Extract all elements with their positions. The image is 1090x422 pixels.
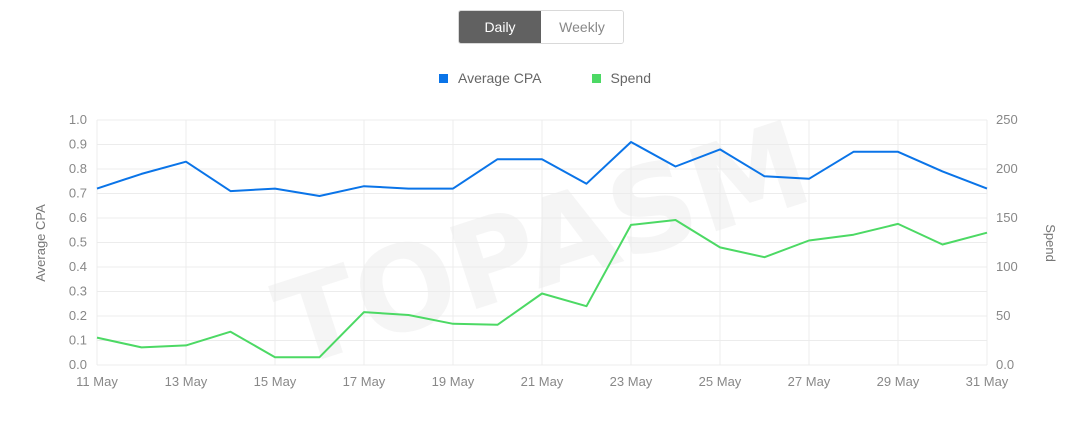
x-tick-label: 31 May	[966, 374, 1009, 389]
x-tick-label: 25 May	[699, 374, 742, 389]
x-tick-label: 23 May	[610, 374, 653, 389]
series-lines	[96, 141, 988, 359]
y-left-tick-label: 0.2	[69, 308, 87, 323]
y-left-tick-label: 0.9	[69, 137, 87, 152]
watermark-text: TOPASM	[260, 94, 826, 395]
y-right-tick-label: 250	[996, 112, 1018, 127]
period-toggle: Daily Weekly	[458, 10, 624, 44]
y-right-tick-label: 50	[996, 308, 1010, 323]
y-right-tick-label: 0.0	[996, 357, 1014, 372]
y-right-tick-label: 200	[996, 161, 1018, 176]
x-tick-label: 29 May	[877, 374, 920, 389]
legend-item-average-cpa[interactable]: Average CPA	[438, 70, 542, 86]
weekly-toggle-button[interactable]: Weekly	[541, 11, 623, 43]
x-tick-label: 15 May	[254, 374, 297, 389]
x-tick-label: 21 May	[521, 374, 564, 389]
y-axis-right-title: Spend	[1043, 224, 1058, 262]
x-tick-label: 19 May	[432, 374, 475, 389]
y-left-tick-label: 0.7	[69, 186, 87, 201]
y-left-tick-label: 0.4	[69, 259, 87, 274]
legend-item-spend[interactable]: Spend	[591, 70, 651, 86]
y-right-tick-label: 150	[996, 210, 1018, 225]
legend-swatch-average-cpa	[438, 73, 448, 83]
axis-ticks: 0.0 0.1 0.2 0.3 0.4 0.5 0.6 0.7 0.8 0.9 1.0 0.0 50 10…	[69, 112, 1018, 389]
y-left-tick-label: 0.5	[69, 235, 87, 250]
chart-legend: Average CPA Spend	[0, 70, 1090, 86]
legend-label-average-cpa: Average CPA	[457, 70, 542, 86]
y-left-tick-label: 0.6	[69, 210, 87, 225]
y-left-tick-label: 0.0	[69, 357, 87, 372]
y-axis-left-title: Average CPA	[33, 204, 48, 282]
y-left-tick-label: 0.1	[69, 333, 87, 348]
y-left-tick-label: 0.8	[69, 161, 87, 176]
legend-label-spend: Spend	[610, 70, 651, 86]
x-tick-label: 13 May	[165, 374, 208, 389]
x-tick-label: 17 May	[343, 374, 386, 389]
x-tick-label: 27 May	[788, 374, 831, 389]
y-left-tick-label: 1.0	[69, 112, 87, 127]
series-line-spend	[96, 219, 988, 359]
x-tick-label: 11 May	[76, 374, 118, 389]
daily-toggle-button[interactable]: Daily	[459, 11, 541, 43]
series-line-average-cpa	[96, 141, 988, 197]
y-left-tick-label: 0.3	[69, 284, 87, 299]
legend-swatch-spend	[591, 73, 601, 83]
y-right-tick-label: 100	[996, 259, 1018, 274]
grid-lines	[96, 119, 988, 366]
